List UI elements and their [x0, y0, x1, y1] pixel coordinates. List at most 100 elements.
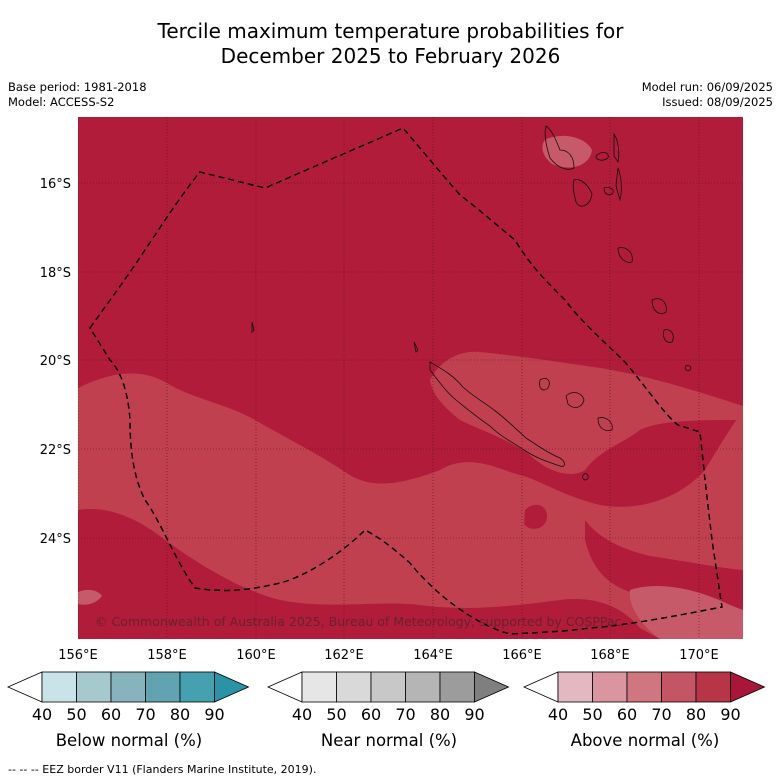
colorbar-tick-label: 40: [32, 705, 52, 724]
colorbar-tick-label: 80: [430, 705, 450, 724]
colorbar-segment: [145, 671, 181, 703]
colorbar-tick-label: 90: [720, 705, 740, 724]
colorbar-tick-label: 90: [464, 705, 484, 724]
meta-right: Model run: 06/09/2025 Issued: 08/09/2025: [642, 80, 773, 110]
loyalty-islands-lifou: [597, 417, 613, 431]
longitude-labels: 156°E 158°E 160°E 162°E 164°E 166°E 168°E 170°E: [58, 648, 719, 663]
colorbar-extend-low: [267, 671, 303, 703]
colorbar-extend-high: [730, 671, 766, 703]
colorbar-tick-label: 40: [292, 705, 312, 724]
isle-of-pines: [582, 473, 589, 481]
colorbars: 40 50 60 70 80 90 40 50 60 70 80 90 40 50 60 70 80 90: [7, 671, 766, 724]
colorbar-tick-label: 60: [617, 705, 637, 724]
colorbar-tick-label: 60: [361, 705, 381, 724]
colorbar-segment: [301, 671, 337, 703]
colorbar-near-normal-label: Near normal (%): [320, 731, 458, 750]
colorbar-2: 40 50 60 70 80 90: [523, 671, 766, 724]
longitude-label: 168°E: [590, 648, 630, 663]
colorbar-segment: [661, 671, 697, 703]
chart-title: Tercile maximum temperature probabilitie…: [0, 19, 781, 69]
colorbar-below-normal-label: Below normal (%): [55, 731, 203, 750]
title-line-1: Tercile maximum temperature probabilitie…: [157, 19, 624, 43]
probability-band-60-70-west: [78, 589, 102, 605]
colorbar-tick-label: 50: [582, 705, 602, 724]
eez-border: [89, 127, 723, 635]
probability-band-70-80: [78, 373, 743, 639]
graticule: [78, 117, 743, 639]
colorbar-0: 40 50 60 70 80 90: [7, 671, 250, 724]
colorbar-segment: [405, 671, 441, 703]
longitude-label: 164°E: [413, 648, 453, 663]
probability-band-60-70-se: [629, 585, 743, 639]
colorbar-segment: [41, 671, 77, 703]
vanuatu-maewo: [613, 132, 620, 164]
coastlines: [251, 125, 692, 481]
eez-legend-note: -- -- -- EEZ border V11 (Flanders Marine…: [8, 763, 317, 776]
issued-date: Issued: 08/09/2025: [662, 95, 773, 109]
colorbar-segment: [439, 671, 475, 703]
model-name: Model: ACCESS-S2: [8, 95, 115, 109]
colorbar-segment: [370, 671, 406, 703]
colorbar-segment: [179, 671, 215, 703]
colorbar-extend-low: [523, 671, 559, 703]
vanuatu-ambae: [595, 152, 609, 161]
vanuatu-ambrym: [603, 187, 614, 196]
colorbar-segment: [336, 671, 372, 703]
longitude-label: 158°E: [147, 648, 187, 663]
meta-left: Base period: 1981-2018 Model: ACCESS-S2: [8, 80, 147, 110]
colorbar-extend-high: [214, 671, 250, 703]
vanuatu-pentecost: [615, 167, 622, 202]
vanuatu-tanna: [663, 329, 674, 343]
colorbar-tick-label: 70: [395, 705, 415, 724]
vanuatu-erromango: [651, 298, 667, 314]
colorbar-extend-high: [474, 671, 510, 703]
longitude-label: 160°E: [236, 648, 276, 663]
probability-band-80-90-lower: [78, 509, 660, 639]
colorbar-1: 40 50 60 70 80 90: [267, 671, 510, 724]
colorbar-tick-label: 50: [326, 705, 346, 724]
new-caledonia-coast: [429, 361, 565, 467]
latitude-label: 22°S: [40, 443, 71, 458]
title-line-2: December 2025 to February 2026: [220, 44, 561, 68]
latitude-label: 24°S: [40, 532, 71, 547]
vanuatu-espiritu-santo: [544, 125, 575, 170]
probability-band-80-90-patch: [524, 504, 548, 529]
copyright-notice: © Commonwealth of Australia 2025, Bureau…: [95, 614, 621, 629]
colorbar-tick-label: 90: [204, 705, 224, 724]
latitude-labels: 16°S 18°S 20°S 22°S 24°S: [40, 177, 71, 547]
loyalty-islands-maré: [565, 392, 585, 408]
colorbar-segment: [695, 671, 731, 703]
colorbar-segment: [110, 671, 146, 703]
colorbar-above-normal-label: Above normal (%): [570, 731, 720, 750]
belep-islands: [413, 341, 419, 353]
colorbar-segment: [76, 671, 112, 703]
vanuatu-malakula: [572, 179, 593, 207]
probability-band-70-80-east: [430, 351, 743, 475]
latitude-label: 16°S: [40, 177, 71, 192]
vanuatu-efate: [617, 247, 633, 263]
loyalty-islands-ouvea: [539, 378, 550, 391]
longitude-label: 156°E: [58, 648, 98, 663]
longitude-label: 170°E: [679, 648, 719, 663]
colorbar-tick-label: 70: [135, 705, 155, 724]
colorbar-extend-low: [7, 671, 43, 703]
colorbar-segment: [557, 671, 593, 703]
chesterfield-islands: [251, 321, 255, 333]
colorbar-segment: [592, 671, 628, 703]
colorbar-tick-label: 80: [170, 705, 190, 724]
model-run: Model run: 06/09/2025: [641, 80, 773, 94]
vanuatu-aneityum: [684, 365, 692, 371]
colorbar-segment: [626, 671, 662, 703]
colorbar-tick-label: 70: [651, 705, 671, 724]
longitude-label: 162°E: [324, 648, 364, 663]
map-area: © Commonwealth of Australia 2025, Bureau…: [78, 117, 743, 639]
colorbar-tick-label: 60: [101, 705, 121, 724]
colorbar-tick-label: 40: [548, 705, 568, 724]
colorbar-tick-label: 80: [686, 705, 706, 724]
latitude-label: 20°S: [40, 354, 71, 369]
colorbar-tick-label: 50: [66, 705, 86, 724]
base-period: Base period: 1981-2018: [8, 80, 147, 94]
latitude-label: 18°S: [40, 266, 71, 281]
longitude-label: 166°E: [502, 648, 542, 663]
